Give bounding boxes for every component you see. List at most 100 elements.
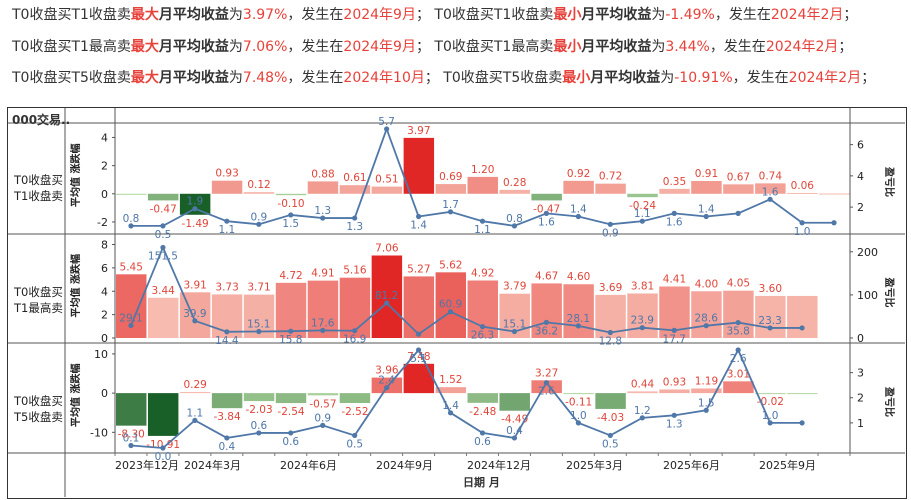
x-tick-label: 2024年9月 — [376, 459, 433, 472]
row-label-3: T0收盘买 T5收盘卖 — [14, 393, 63, 425]
summary-text: ； — [838, 39, 853, 55]
bar — [403, 137, 435, 194]
line-point — [447, 410, 454, 416]
line-point — [799, 325, 805, 331]
line-point — [160, 445, 166, 451]
y-tick-label: 2 — [101, 309, 108, 322]
bar — [531, 193, 562, 201]
line-label: 23.9 — [631, 315, 654, 327]
line-point — [703, 323, 709, 329]
bar-label: -2.52 — [341, 406, 368, 418]
bar — [499, 393, 530, 411]
bar — [787, 192, 818, 194]
summary-text: ； — [861, 70, 876, 86]
summary-text: 为 — [228, 39, 243, 55]
row-label-2: T0收盘买 T1最高卖 — [14, 284, 63, 316]
y-tick-label: 0 — [101, 188, 108, 201]
line-point — [575, 420, 581, 426]
summary-keyword: 最大 — [130, 70, 159, 86]
line-label: 1.4 — [442, 400, 459, 412]
summary-value: 7.48% — [242, 70, 288, 86]
line-point — [256, 221, 262, 227]
line-label: 1.9 — [187, 196, 204, 208]
bar-label: 4.67 — [535, 270, 558, 282]
summary-text: 月平均收益 — [590, 70, 661, 86]
line-label: 35.8 — [726, 326, 749, 338]
line-point — [352, 215, 358, 221]
line-point — [639, 218, 645, 224]
bar-label: 4.72 — [279, 270, 302, 282]
line-label: 28.1 — [567, 313, 590, 325]
bar — [339, 277, 371, 338]
bar — [627, 391, 658, 394]
summary-date: 2024年10月 — [343, 70, 425, 86]
bar-label: -1.49 — [182, 218, 209, 230]
line-point — [256, 430, 262, 436]
bar-label: 7.06 — [375, 242, 399, 254]
bar — [307, 181, 339, 194]
summary-value: 3.97% — [242, 7, 288, 23]
line-label: 0.4 — [506, 425, 523, 437]
bar — [755, 393, 786, 395]
bar-label: 5.62 — [439, 259, 462, 271]
y-tick-label: -2 — [97, 216, 108, 229]
line-label: 12.8 — [599, 335, 622, 347]
line-label: 1.6 — [538, 216, 555, 228]
y2-tick-label: 3 — [857, 367, 864, 380]
line-point — [192, 318, 198, 324]
bar-label: 4.00 — [695, 278, 718, 290]
line-label: 1.1 — [187, 407, 204, 419]
x-tick-label: 2025年9月 — [759, 459, 816, 472]
bar — [179, 391, 211, 394]
bar-label: -0.57 — [309, 398, 336, 410]
line-label: 1.0 — [570, 410, 587, 422]
bar-label: 5.45 — [120, 261, 143, 273]
line-label: 0.9 — [250, 211, 267, 223]
line-label: 0.8 — [506, 213, 523, 225]
summary-text: ，发生在 — [287, 39, 344, 55]
bar-label: 4.05 — [727, 278, 750, 290]
summary-text: 月平均收益 — [581, 7, 652, 23]
bar — [179, 193, 211, 215]
y-tick-label: 2 — [101, 160, 108, 173]
line-point — [767, 325, 773, 331]
line-point — [320, 215, 326, 221]
bar — [531, 283, 562, 338]
line-label: 15.8 — [279, 334, 302, 346]
y-tick-label: -10 — [90, 426, 108, 439]
line-label: 1.2 — [634, 405, 651, 417]
summary-text: 月平均收益 — [158, 70, 229, 86]
line-point — [639, 325, 645, 331]
line-label: 0.4 — [218, 441, 235, 453]
bar — [435, 387, 467, 394]
bar — [659, 188, 690, 194]
bar-label: -2.03 — [245, 404, 272, 416]
bar — [371, 186, 403, 194]
line-point — [735, 347, 741, 353]
bar — [595, 183, 626, 194]
bar-label: -0.47 — [533, 203, 560, 215]
summary-value: 3.44% — [665, 39, 710, 55]
summary-text: 为 — [228, 7, 243, 23]
bar-label: -2.54 — [277, 406, 304, 418]
bar-label: 0.35 — [663, 176, 686, 188]
bar — [116, 274, 147, 338]
left-axis-title: 平均值 涨跌幅 — [69, 144, 82, 207]
line-point — [224, 218, 230, 224]
line-point — [256, 328, 262, 335]
bar — [563, 284, 594, 338]
line-label: 0.5 — [346, 438, 363, 450]
line-label: 1.1 — [634, 208, 651, 220]
row-label-text: T0收盘买 T5收盘卖 — [14, 394, 63, 424]
x-tick-label: 2023年12月 — [115, 459, 179, 472]
bar-label: -0.11 — [565, 397, 592, 409]
right-axis-title: 盈亏比 — [883, 386, 896, 417]
summary-text: 月平均收益 — [158, 7, 229, 23]
y-tick-label: 0 — [101, 387, 108, 400]
x-tick-label: 2024年3月 — [184, 459, 241, 472]
bar — [691, 291, 722, 338]
bar — [627, 193, 658, 198]
line-label: 26.3 — [471, 330, 494, 342]
line-point — [511, 223, 518, 229]
